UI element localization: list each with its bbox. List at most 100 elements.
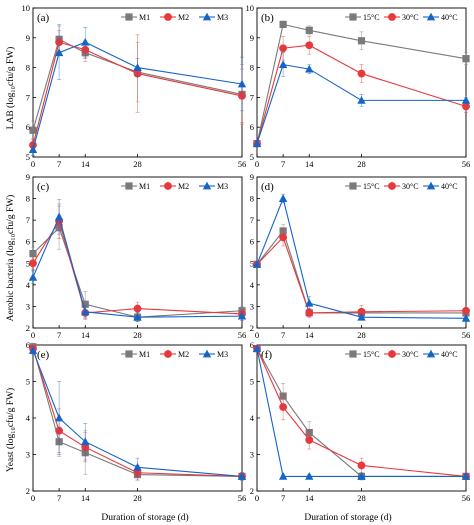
y-tick-label: 5 <box>250 377 254 387</box>
y-tick-label: 4 <box>250 280 255 290</box>
y-tick-label: 6 <box>26 122 30 132</box>
legend-marker <box>125 350 133 358</box>
x-tick-label: 28 <box>357 330 366 340</box>
x-tick-label: 14 <box>81 330 90 340</box>
data-point <box>462 55 470 63</box>
x-tick-label: 0 <box>31 330 35 340</box>
legend-marker <box>426 181 436 190</box>
y-tick-label: 3 <box>26 301 30 311</box>
legend-label: M1 <box>139 350 150 359</box>
y-tick-label: 6 <box>26 340 30 350</box>
legend-marker <box>426 12 436 21</box>
data-point <box>279 44 288 53</box>
y-tick-label: 7 <box>26 92 30 102</box>
legend-label: 40°C <box>441 13 458 22</box>
legend-label: M2 <box>178 13 189 22</box>
legend-label: 30°C <box>402 350 419 359</box>
x-axis-title-left: Duration of storage (d) <box>101 512 188 523</box>
y-tick-label: 6 <box>26 237 30 247</box>
y-tick-label: 5 <box>26 152 30 162</box>
y-tick-label: 7 <box>26 215 30 225</box>
x-tick-label: 7 <box>57 159 61 169</box>
y-tick-label: 5 <box>250 152 254 162</box>
legend-label: 15°C <box>363 13 380 22</box>
x-tick-label: 28 <box>133 330 142 340</box>
data-point <box>357 95 366 104</box>
x-tick-label: 0 <box>255 159 259 169</box>
series-line <box>32 346 243 477</box>
data-point <box>305 298 314 307</box>
data-point <box>461 313 471 322</box>
x-tick-label: 7 <box>57 493 61 503</box>
data-point <box>461 95 471 104</box>
y-tick-label: 4 <box>250 413 255 423</box>
x-tick-label: 7 <box>281 159 285 169</box>
data-point <box>54 48 64 57</box>
panel-label: (e) <box>37 349 50 361</box>
legend-marker <box>202 181 212 190</box>
data-point <box>29 249 37 258</box>
data-point <box>305 472 314 480</box>
y-tick-label: 8 <box>26 63 30 73</box>
y-tick-label: 3 <box>250 450 254 460</box>
data-point <box>357 312 366 321</box>
y-tick-label: 2 <box>250 323 254 333</box>
data-point <box>237 311 247 320</box>
data-point <box>357 307 366 316</box>
data-point <box>279 20 287 28</box>
x-tick-label: 28 <box>357 493 366 503</box>
series-line <box>256 348 466 477</box>
legend-label: M3 <box>217 182 228 191</box>
data-point <box>28 346 38 354</box>
legend-label: M3 <box>217 350 228 359</box>
data-point <box>81 37 90 46</box>
data-point <box>81 300 89 308</box>
y-tick-label: 9 <box>250 172 254 182</box>
data-point <box>357 461 366 470</box>
legend-label: M1 <box>139 13 150 22</box>
data-point <box>278 472 288 480</box>
data-point <box>305 309 314 317</box>
legend-marker <box>349 350 357 358</box>
y-tick-label: 8 <box>250 63 254 73</box>
legend-marker <box>125 13 133 21</box>
data-point <box>357 69 366 78</box>
data-point <box>133 462 142 471</box>
x-tick-label: 56 <box>462 159 471 169</box>
panel-label: (a) <box>37 12 50 24</box>
series-line <box>32 348 243 477</box>
x-tick-label: 7 <box>281 330 285 340</box>
legend-label: M2 <box>178 350 189 359</box>
x-tick-label: 28 <box>133 159 142 169</box>
x-axis-title-right: Duration of storage (d) <box>304 512 391 523</box>
y-tick-label: 5 <box>26 377 30 387</box>
legend-label: M2 <box>178 182 189 191</box>
legend-label: 40°C <box>441 350 458 359</box>
data-point <box>28 272 38 281</box>
data-point <box>279 233 288 242</box>
legend-marker <box>164 13 172 21</box>
y-tick-label: 4 <box>26 280 31 290</box>
series-line <box>256 348 467 477</box>
data-point <box>133 304 142 313</box>
legend-marker <box>426 349 436 358</box>
y-tick-label: 5 <box>26 258 30 268</box>
y-tick-label: 5 <box>250 258 254 268</box>
data-point <box>279 403 288 411</box>
legend-marker <box>164 350 172 358</box>
x-tick-label: 28 <box>133 493 142 503</box>
data-point <box>237 79 247 88</box>
legend-label: 15°C <box>363 350 380 359</box>
legend-label: 30°C <box>402 182 419 191</box>
x-tick-label: 56 <box>462 493 471 503</box>
x-tick-label: 14 <box>305 493 314 503</box>
data-point <box>462 102 470 111</box>
y-axis-title-row-1: LAB (log₁₀cfu/g FW) <box>5 47 16 130</box>
y-axis-title-row-2: Aerobic bacteria (log₁₀cfu/g FW) <box>5 195 16 322</box>
y-tick-label: 9 <box>26 172 30 182</box>
